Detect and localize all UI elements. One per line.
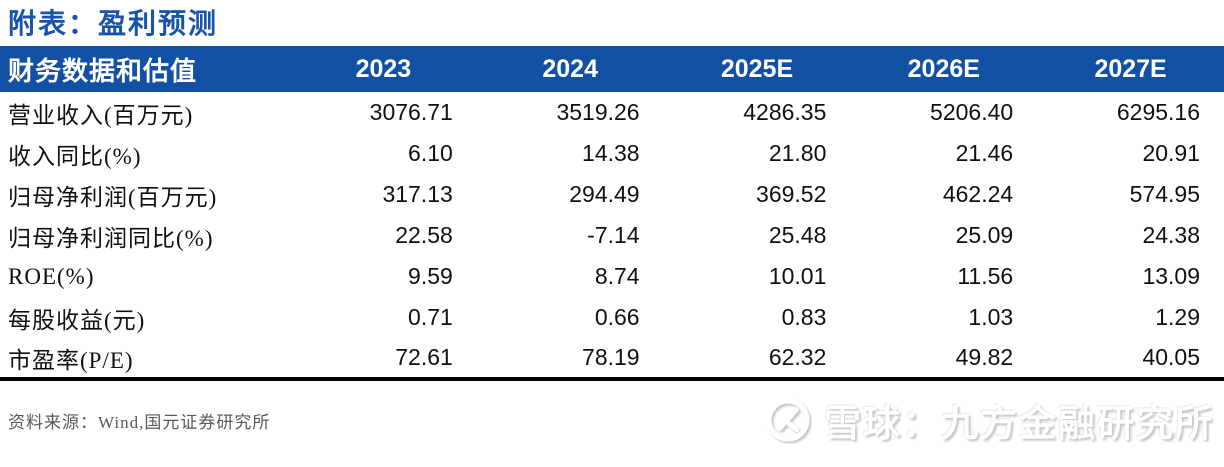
row-label: 归母净利润同比(%)	[8, 225, 214, 251]
footer: 资料来源：Wind,国元证券研究所 雪球：九方金融研究所	[0, 381, 1224, 447]
cell-value: 1.29	[1155, 304, 1200, 330]
xueqiu-logo-icon	[764, 396, 812, 444]
table-row: 归母净利润同比(%) 22.58 -7.14 25.48 25.09 24.38	[0, 215, 1224, 256]
cell-value: 574.95	[1129, 181, 1200, 207]
row-label: 每股收益(元)	[8, 307, 146, 333]
table-row: 归母净利润(百万元) 317.13 294.49 369.52 462.24 5…	[0, 174, 1224, 215]
table-row: 每股收益(元) 0.71 0.66 0.83 1.03 1.29	[0, 297, 1224, 338]
row-label: 归母净利润(百万元)	[8, 184, 218, 210]
table-row: ROE(%) 9.59 8.74 10.01 11.56 13.09	[0, 256, 1224, 297]
cell-value: 4286.35	[743, 99, 827, 125]
header-year-2026e: 2026E	[850, 46, 1038, 92]
cell-value: 49.82	[850, 338, 1038, 381]
cell-value: 3519.26	[556, 99, 640, 125]
cell-value: 25.48	[768, 222, 827, 248]
cell-value: 6295.16	[1116, 99, 1200, 125]
cell-value: 8.74	[594, 263, 640, 289]
cell-value: 20.91	[1142, 140, 1200, 166]
watermark-text: 雪球：九方金融研究所	[824, 403, 1214, 444]
row-label: 市盈率(P/E)	[0, 338, 290, 381]
cell-value: 21.46	[955, 140, 1014, 166]
cell-value: 462.24	[942, 181, 1014, 207]
cell-value: 0.71	[408, 304, 453, 330]
table-row: 市盈率(P/E) 72.61 78.19 62.32 49.82 40.05	[0, 338, 1224, 381]
page-title: 附表：盈利预测	[8, 9, 219, 40]
table-header-row: 财务数据和估值 2023 2024 2025E 2026E 2027E	[0, 46, 1224, 92]
cell-value: 3076.71	[369, 99, 453, 125]
cell-value: 6.10	[408, 140, 453, 166]
header-year-2024: 2024	[476, 46, 664, 92]
cell-value: 0.83	[781, 304, 827, 330]
cell-value: 5206.40	[930, 99, 1014, 125]
financial-forecast-table: 财务数据和估值 2023 2024 2025E 2026E 2027E 营业收入…	[0, 46, 1224, 381]
table-row: 营业收入(百万元) 3076.71 3519.26 4286.35 5206.4…	[0, 92, 1224, 133]
data-source-note: 资料来源：Wind,国元证券研究所	[8, 412, 271, 432]
watermark: 雪球：九方金融研究所	[764, 393, 1214, 447]
cell-value: 22.58	[395, 222, 453, 248]
cell-value: 21.80	[768, 140, 827, 166]
header-year-2025e: 2025E	[663, 46, 851, 92]
cell-value: 9.59	[408, 263, 453, 289]
cell-value: 317.13	[382, 181, 453, 207]
report-table-snippet: 附表：盈利预测 财务数据和估值 2023 2024 2025E 2026E 20…	[0, 7, 1224, 467]
row-label: 营业收入(百万元)	[8, 102, 194, 128]
header-metrics-label: 财务数据和估值	[0, 46, 290, 92]
cell-value: 369.52	[756, 181, 827, 207]
table-row: 收入同比(%) 6.10 14.38 21.80 21.46 20.91	[0, 133, 1224, 174]
cell-value: 0.66	[594, 304, 640, 330]
cell-value: 24.38	[1142, 222, 1200, 248]
cell-value: 1.03	[968, 304, 1014, 330]
cell-value: 25.09	[955, 222, 1014, 248]
cell-value: 294.49	[569, 181, 640, 207]
cell-value: 78.19	[476, 338, 664, 381]
cell-value: 72.61	[290, 338, 477, 381]
row-label: ROE(%)	[8, 263, 95, 289]
cell-value: 40.05	[1037, 338, 1224, 381]
cell-value: 62.32	[663, 338, 851, 381]
header-year-2023: 2023	[290, 46, 477, 92]
row-label: 收入同比(%)	[8, 143, 142, 169]
header-year-2027e: 2027E	[1037, 46, 1224, 92]
cell-value: 13.09	[1142, 263, 1200, 289]
cell-value: 10.01	[768, 263, 827, 289]
cell-value: -7.14	[587, 222, 640, 248]
cell-value: 14.38	[582, 140, 640, 166]
cell-value: 11.56	[957, 263, 1014, 289]
